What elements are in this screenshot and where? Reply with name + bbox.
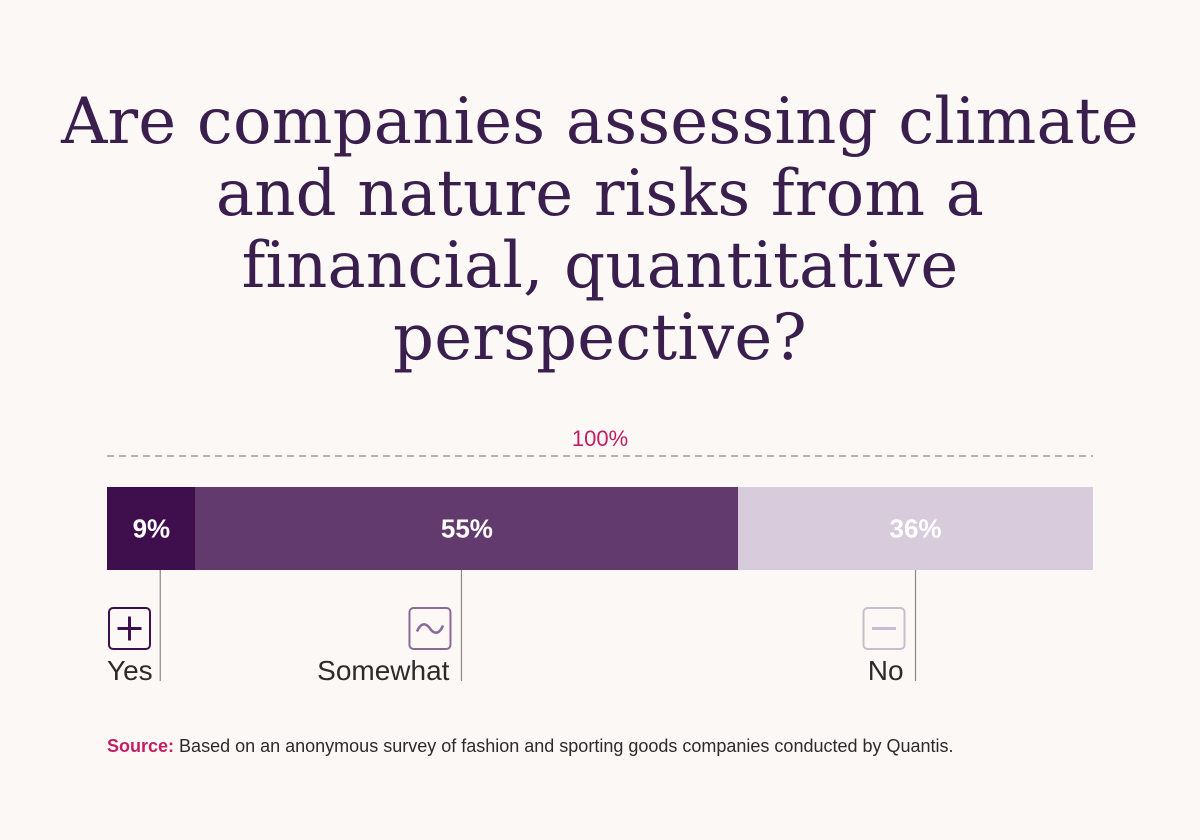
tilde-icon bbox=[408, 607, 452, 650]
category-label-no: No bbox=[868, 655, 904, 686]
value-label-yes: 9% bbox=[133, 514, 171, 544]
stacked-bar-chart: 100% 9% 55% 36% Yes Somewhat No bbox=[107, 426, 1093, 686]
value-label-somewhat: 55% bbox=[441, 514, 493, 544]
bar-yes bbox=[107, 487, 196, 570]
bar-no bbox=[738, 487, 1093, 570]
category-label-somewhat: Somewhat bbox=[317, 655, 450, 686]
category-label-yes: Yes bbox=[107, 655, 153, 686]
minus-icon bbox=[862, 607, 906, 650]
category-labels: Yes Somewhat No bbox=[107, 570, 917, 686]
bar-somewhat bbox=[195, 487, 739, 570]
source-note: Source: Based on an anonymous survey of … bbox=[107, 736, 954, 757]
chart-title: Are companies assessing climate and natu… bbox=[61, 85, 1139, 375]
source-text: Based on an anonymous survey of fashion … bbox=[179, 736, 954, 756]
source-label: Source: bbox=[107, 736, 175, 756]
plus-icon bbox=[108, 607, 151, 650]
total-label: 100% bbox=[572, 426, 628, 451]
value-label-no: 36% bbox=[889, 514, 941, 544]
bar-segments: 9% 55% 36% bbox=[107, 487, 1093, 570]
